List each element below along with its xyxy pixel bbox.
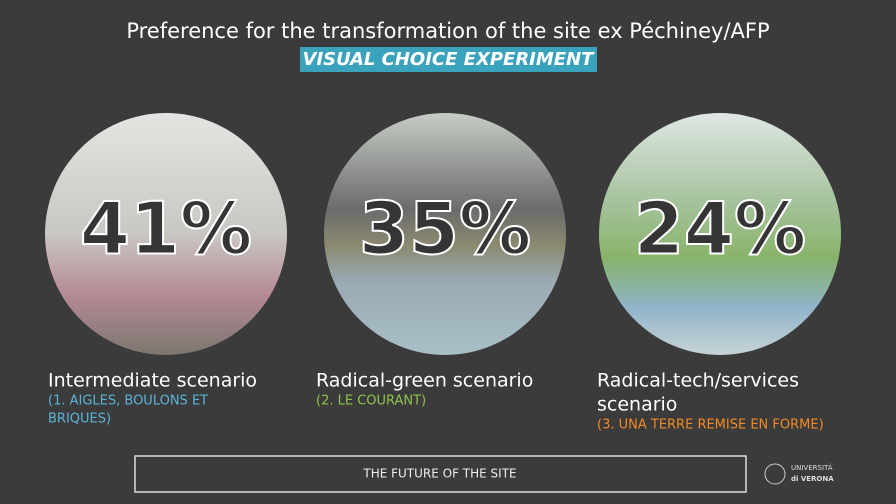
scenario-detail: (1. AIGLES, BOULONS ET	[48, 394, 208, 409]
percent: 35%	[359, 187, 531, 271]
scenario-detail: BRIQUES)	[48, 412, 111, 427]
scenario-name: Intermediate scenario	[48, 370, 257, 392]
title: Preference for the transformation of the…	[126, 19, 769, 43]
footer-label: THE FUTURE OF THE SITE	[362, 467, 516, 481]
scenario-name: scenario	[597, 394, 677, 416]
percent: 41%	[80, 187, 252, 271]
scenario-name: Radical-green scenario	[316, 370, 533, 392]
slide: Preference for the transformation of the…	[0, 0, 896, 504]
subtitle: VISUAL CHOICE EXPERIMENT	[303, 49, 596, 70]
scenario-detail: (2. LE COURANT)	[316, 394, 426, 409]
logo-text: UNIVERSITÀ	[791, 463, 833, 472]
percent: 24%	[634, 187, 806, 271]
scenario-detail: (3. UNA TERRE REMISE EN FORME)	[597, 418, 824, 433]
scenario-name: Radical-tech/services	[597, 370, 799, 392]
logo-text: di VERONA	[791, 475, 834, 483]
